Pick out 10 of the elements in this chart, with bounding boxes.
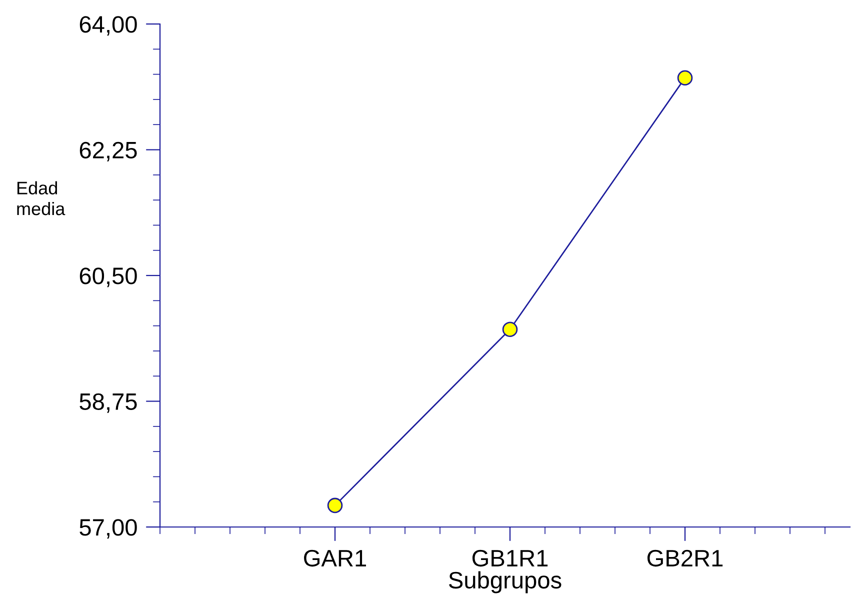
x-tick-label: GAR1 — [304, 550, 366, 567]
y-tick-label: 64,00 — [80, 16, 137, 36]
y-tick-label: 58,75 — [80, 393, 137, 413]
y-tick-label: 57,00 — [80, 519, 137, 539]
x-tick-label: GB1R1 — [472, 550, 548, 567]
x-tick-label: GB2R1 — [647, 550, 723, 567]
y-tick-label: 60,50 — [80, 268, 137, 288]
y-tick-label: 62,25 — [80, 142, 137, 162]
x-axis-title: Subgrupos — [448, 571, 562, 594]
y-axis-title: Edad media — [17, 181, 66, 216]
